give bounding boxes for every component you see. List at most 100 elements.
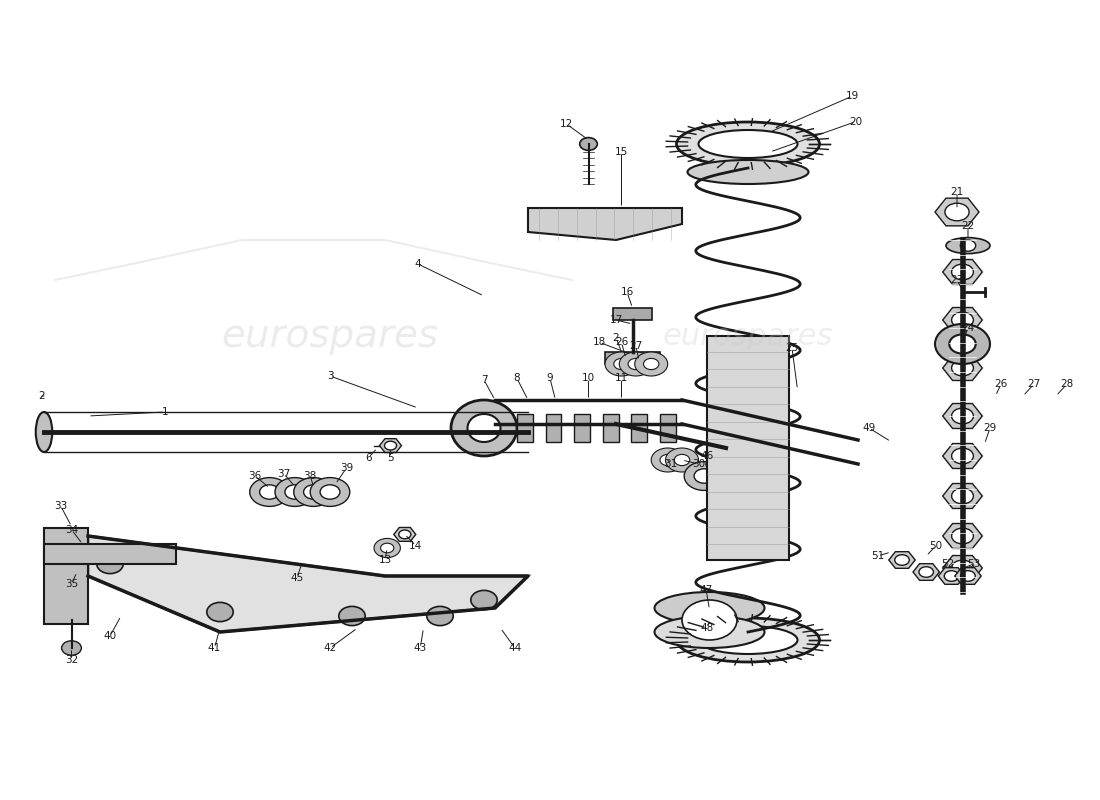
Polygon shape <box>943 403 982 429</box>
Polygon shape <box>379 438 401 453</box>
Circle shape <box>427 606 453 626</box>
Text: 22: 22 <box>961 221 975 230</box>
Circle shape <box>952 408 974 424</box>
Text: 23: 23 <box>950 275 964 285</box>
Ellipse shape <box>676 122 820 166</box>
Circle shape <box>385 442 396 450</box>
Text: 16: 16 <box>620 287 634 297</box>
Text: 4: 4 <box>415 259 421 269</box>
Circle shape <box>310 478 350 506</box>
Text: 3: 3 <box>327 371 333 381</box>
Polygon shape <box>943 443 982 469</box>
Text: 52: 52 <box>942 559 955 569</box>
Circle shape <box>97 554 123 574</box>
Circle shape <box>605 352 638 376</box>
Text: 27: 27 <box>1027 379 1041 389</box>
Ellipse shape <box>654 592 764 624</box>
Text: 10: 10 <box>582 374 595 383</box>
Bar <box>546 414 561 442</box>
Ellipse shape <box>698 130 798 158</box>
Polygon shape <box>943 555 982 581</box>
Text: 41: 41 <box>208 643 221 653</box>
Circle shape <box>694 469 714 483</box>
Text: 30: 30 <box>692 459 705 469</box>
Text: 51: 51 <box>871 551 884 561</box>
Bar <box>631 414 647 442</box>
Circle shape <box>285 485 305 499</box>
Circle shape <box>580 138 597 150</box>
Text: 34: 34 <box>65 525 78 534</box>
Text: 44: 44 <box>508 643 521 653</box>
Text: 9: 9 <box>547 374 553 383</box>
Ellipse shape <box>946 238 990 254</box>
Text: eurospares: eurospares <box>663 322 833 350</box>
Circle shape <box>628 358 643 370</box>
Text: 24: 24 <box>961 323 975 333</box>
Polygon shape <box>913 564 939 580</box>
Circle shape <box>644 358 659 370</box>
Ellipse shape <box>451 400 517 456</box>
Circle shape <box>381 543 394 553</box>
Polygon shape <box>943 355 982 381</box>
Text: 50: 50 <box>930 541 943 550</box>
Circle shape <box>945 203 969 221</box>
Bar <box>613 308 652 320</box>
Circle shape <box>398 530 411 539</box>
Circle shape <box>666 448 698 472</box>
Text: 32: 32 <box>65 655 78 665</box>
Circle shape <box>674 454 690 466</box>
Circle shape <box>250 478 289 506</box>
Text: 11: 11 <box>615 374 628 383</box>
Text: 35: 35 <box>65 579 78 589</box>
Circle shape <box>339 606 365 626</box>
Text: 5: 5 <box>387 453 394 462</box>
Text: 38: 38 <box>304 471 317 481</box>
Text: 25: 25 <box>785 343 799 353</box>
Text: 39: 39 <box>340 463 353 473</box>
Circle shape <box>62 641 81 655</box>
Text: 12: 12 <box>560 119 573 129</box>
Bar <box>707 336 790 560</box>
Text: 29: 29 <box>983 423 997 433</box>
Circle shape <box>651 448 684 472</box>
Bar <box>603 414 618 442</box>
Circle shape <box>619 352 652 376</box>
Text: 47: 47 <box>700 586 713 595</box>
Text: 2: 2 <box>613 333 619 342</box>
Circle shape <box>635 352 668 376</box>
Circle shape <box>260 485 279 499</box>
Text: 31: 31 <box>664 459 678 469</box>
Circle shape <box>952 448 974 464</box>
Text: 19: 19 <box>846 91 859 101</box>
Circle shape <box>952 560 974 576</box>
Circle shape <box>294 478 333 506</box>
Circle shape <box>304 485 323 499</box>
Polygon shape <box>528 208 682 240</box>
Text: 14: 14 <box>409 541 422 550</box>
Text: 40: 40 <box>103 631 117 641</box>
Circle shape <box>894 554 910 566</box>
Circle shape <box>952 528 974 544</box>
Circle shape <box>918 566 934 578</box>
Circle shape <box>952 312 974 328</box>
Bar <box>44 544 176 564</box>
Ellipse shape <box>676 618 820 662</box>
Circle shape <box>960 570 976 582</box>
Circle shape <box>275 478 315 506</box>
Ellipse shape <box>468 414 500 442</box>
Bar <box>44 528 88 624</box>
Polygon shape <box>943 523 982 549</box>
Text: 42: 42 <box>323 643 337 653</box>
Text: 37: 37 <box>277 469 290 478</box>
Text: 13: 13 <box>378 555 392 565</box>
Text: 18: 18 <box>593 338 606 347</box>
Polygon shape <box>889 552 915 568</box>
Text: 7: 7 <box>481 375 487 385</box>
Text: 15: 15 <box>615 147 628 157</box>
Ellipse shape <box>698 626 798 654</box>
Polygon shape <box>938 568 965 584</box>
Text: 20: 20 <box>849 117 862 126</box>
Bar <box>605 352 660 364</box>
Text: 43: 43 <box>414 643 427 653</box>
Bar <box>660 414 675 442</box>
